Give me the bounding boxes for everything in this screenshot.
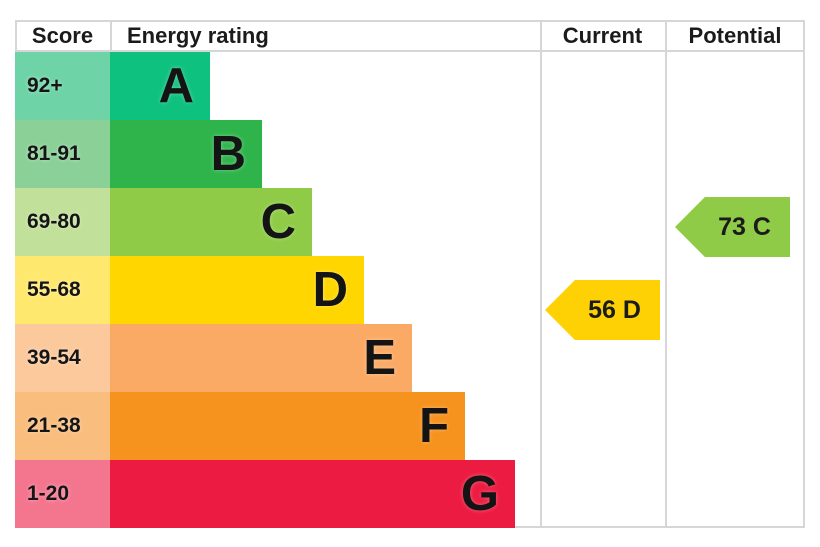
rating-bar-g: G <box>110 460 515 528</box>
rating-letter: C <box>260 194 296 249</box>
rating-letter: E <box>363 330 396 385</box>
current-column-divider <box>540 20 542 528</box>
score-range-label: 55-68 <box>15 256 110 324</box>
band-row-e: 39-54 E <box>15 324 805 392</box>
score-range-label: 1-20 <box>15 460 110 528</box>
band-row-g: 1-20 G <box>15 460 805 528</box>
potential-rating-label: 73 C <box>718 212 771 241</box>
current-rating-label: 56 D <box>588 295 641 324</box>
rating-letter: B <box>210 126 246 181</box>
table-top-border <box>15 20 805 22</box>
potential-column-header: Potential <box>688 22 782 48</box>
current-column-header: Current <box>562 22 643 48</box>
score-column-divider <box>110 20 112 52</box>
rating-bar-c: C <box>110 188 312 256</box>
score-range-label: 92+ <box>15 52 110 120</box>
rating-letter: G <box>460 466 499 521</box>
table-right-border <box>803 20 805 528</box>
score-range-label: 21-38 <box>15 392 110 460</box>
score-range-label: 39-54 <box>15 324 110 392</box>
rating-bar-a: A <box>110 52 210 120</box>
rating-bar-e: E <box>110 324 412 392</box>
potential-column-divider <box>665 20 667 528</box>
rating-letter: D <box>312 262 348 317</box>
band-row-b: 81-91 B <box>15 120 805 188</box>
band-row-d: 55-68 D <box>15 256 805 324</box>
band-row-a: 92+ A <box>15 52 805 120</box>
band-row-c: 69-80 C <box>15 188 805 256</box>
header-row: Score Energy rating Current Potential <box>15 20 805 51</box>
rating-letter: A <box>158 58 194 113</box>
rating-bar-f: F <box>110 392 465 460</box>
score-range-label: 81-91 <box>15 120 110 188</box>
header-bottom-border <box>15 50 805 52</box>
energy-rating-column-header: Energy rating <box>127 22 269 48</box>
rating-bar-d: D <box>110 256 364 324</box>
rating-bar-b: B <box>110 120 262 188</box>
epc-table: Score Energy rating Current Potential 92… <box>15 20 805 530</box>
score-column-header: Score <box>31 22 94 48</box>
band-row-f: 21-38 F <box>15 392 805 460</box>
rating-bands: 92+ A 81-91 B 69-80 C 55-68 <box>15 52 805 528</box>
rating-letter: F <box>419 398 449 453</box>
score-range-label: 69-80 <box>15 188 110 256</box>
